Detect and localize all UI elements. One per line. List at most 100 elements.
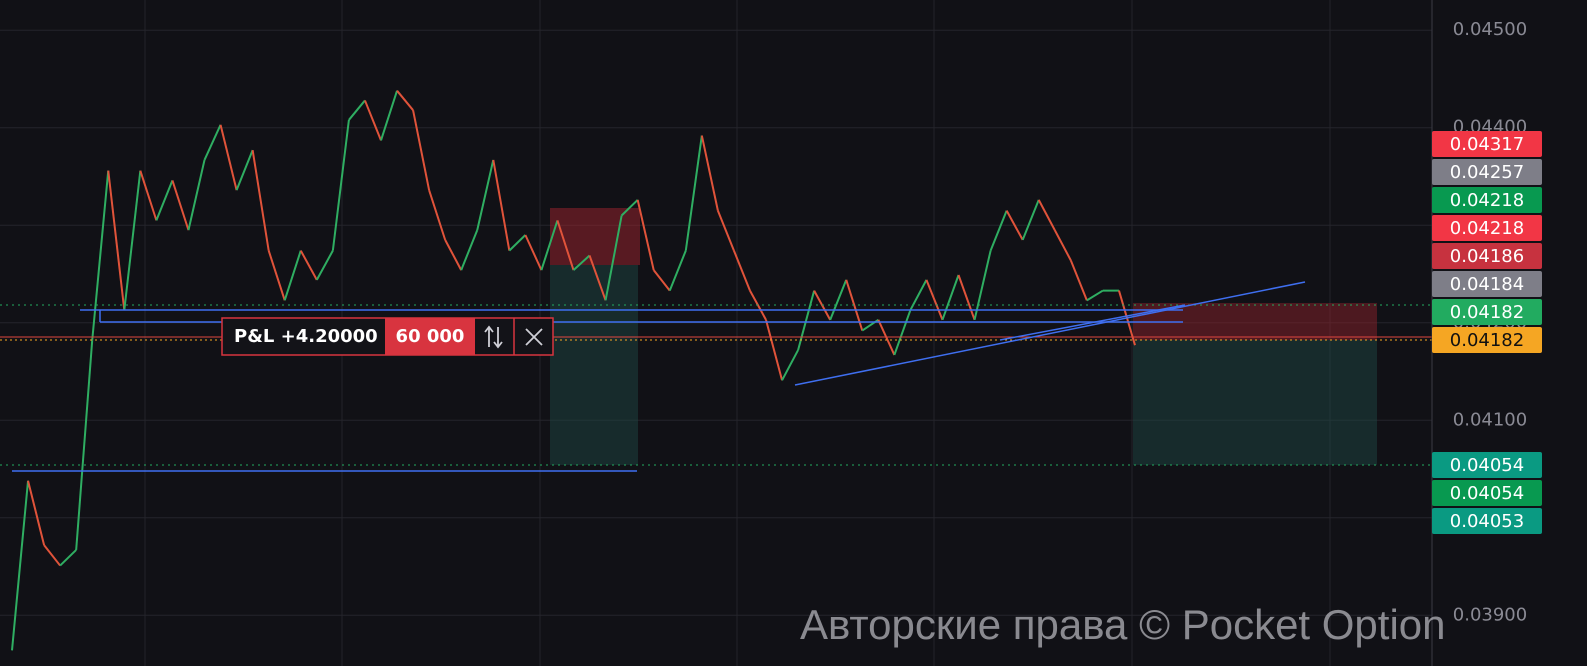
- price-segment: [27, 480, 46, 546]
- price-segment: [652, 269, 671, 292]
- tag-bg: [1432, 159, 1542, 185]
- price-segment: [444, 239, 463, 271]
- price-tag: 0.04053: [1432, 508, 1542, 534]
- price-segment: [59, 549, 77, 567]
- price-segment: [765, 319, 784, 381]
- price-segment: [428, 189, 447, 241]
- price-tag: 0.04182: [1432, 327, 1542, 353]
- price-segment: [1069, 259, 1088, 301]
- tag-bg: [1432, 480, 1542, 506]
- price-segment: [219, 124, 238, 191]
- price-segment: [492, 159, 511, 251]
- tag-bg: [1432, 452, 1542, 478]
- price-segment: [235, 149, 254, 191]
- price-segment: [781, 349, 799, 381]
- price-segment: [668, 250, 687, 291]
- tag-bg: [1432, 327, 1542, 353]
- price-segment: [123, 170, 142, 311]
- tag-label: 0.04186: [1450, 246, 1524, 267]
- price-segment: [43, 544, 61, 567]
- position-widget[interactable]: P&L +4.20000 60 000: [221, 317, 554, 356]
- price-segment: [1021, 199, 1040, 241]
- price-segment: [396, 90, 414, 111]
- price-segment: [299, 250, 318, 281]
- price-segment: [11, 480, 30, 651]
- price-tags: 0.04317 0.04257 0.04218 0.04218 0.04186 0.041…: [1432, 131, 1542, 534]
- button-bg: [476, 319, 513, 354]
- y-tick-label: 0.04500: [1453, 19, 1527, 40]
- tag-bg: [1432, 187, 1542, 213]
- price-segment: [893, 309, 912, 356]
- tag-bg: [1432, 299, 1542, 325]
- price-segment: [572, 254, 591, 271]
- price-segment: [91, 170, 110, 341]
- price-segment: [1005, 210, 1024, 241]
- price-tag: 0.04054: [1432, 480, 1542, 506]
- price-segment: [283, 250, 302, 301]
- price-tag: 0.04317: [1432, 131, 1542, 157]
- price-segment: [203, 124, 222, 161]
- tag-label: 0.04218: [1450, 190, 1524, 211]
- tag-label: 0.04218: [1450, 218, 1524, 239]
- price-segment: [604, 215, 623, 301]
- tag-label: 0.04054: [1450, 483, 1524, 504]
- tag-label: 0.04182: [1450, 302, 1524, 323]
- price-segment: [973, 250, 992, 321]
- reverse-button[interactable]: [476, 319, 513, 354]
- tag-label: 0.04257: [1450, 162, 1524, 183]
- price-segment: [187, 159, 206, 231]
- tag-label: 0.04317: [1450, 134, 1524, 155]
- pnl-label: P&L +4.20000: [234, 326, 378, 347]
- price-segment: [460, 229, 479, 271]
- price-segment: [476, 159, 495, 231]
- stop-zone: [550, 208, 640, 265]
- price-segment: [1053, 229, 1072, 261]
- price-segment: [364, 100, 382, 141]
- y-tick-label: 0.04100: [1453, 409, 1527, 430]
- price-segment: [588, 255, 607, 301]
- price-segment: [684, 135, 703, 251]
- price-segment: [957, 274, 976, 321]
- price-tag: 0.04257: [1432, 159, 1542, 185]
- zones: [550, 208, 1377, 465]
- price-segment: [636, 199, 655, 271]
- price-segment: [75, 340, 94, 551]
- price-tag: 0.04054: [1432, 452, 1542, 478]
- price-tag: 0.04186: [1432, 243, 1542, 269]
- price-segment: [508, 234, 527, 252]
- trend-line: [999, 304, 1186, 341]
- price-segment: [556, 220, 575, 271]
- price-segment: [107, 170, 126, 311]
- close-icon: [525, 328, 543, 346]
- tag-bg: [1432, 215, 1542, 241]
- price-segment: [331, 119, 350, 251]
- amount-bg: [385, 318, 475, 355]
- price-segment: [251, 150, 270, 251]
- price-segment: [1086, 289, 1104, 302]
- tag-label: 0.04184: [1450, 274, 1524, 295]
- price-segment: [155, 180, 174, 221]
- price-segment: [412, 109, 431, 191]
- price-segment: [380, 90, 398, 141]
- tag-label: 0.04182: [1450, 330, 1524, 351]
- price-segment: [1037, 199, 1056, 231]
- price-segment: [171, 180, 190, 231]
- price-tag: 0.04218: [1432, 215, 1542, 241]
- watermark: Авторские права © Pocket Option: [800, 601, 1446, 648]
- reverse-icon: [484, 325, 503, 349]
- tag-bg: [1432, 271, 1542, 297]
- y-tick-label: 0.03900: [1453, 604, 1527, 625]
- price-segment: [733, 250, 751, 291]
- tag-bg: [1432, 243, 1542, 269]
- close-button[interactable]: [525, 328, 543, 346]
- price-segment: [716, 210, 735, 251]
- price-segment: [829, 279, 848, 321]
- target-zone: [550, 265, 638, 465]
- price-segment: [315, 250, 334, 281]
- price-segment: [267, 250, 286, 301]
- price-segment: [620, 199, 639, 217]
- target-zone: [1133, 340, 1377, 465]
- price-segment: [540, 220, 559, 271]
